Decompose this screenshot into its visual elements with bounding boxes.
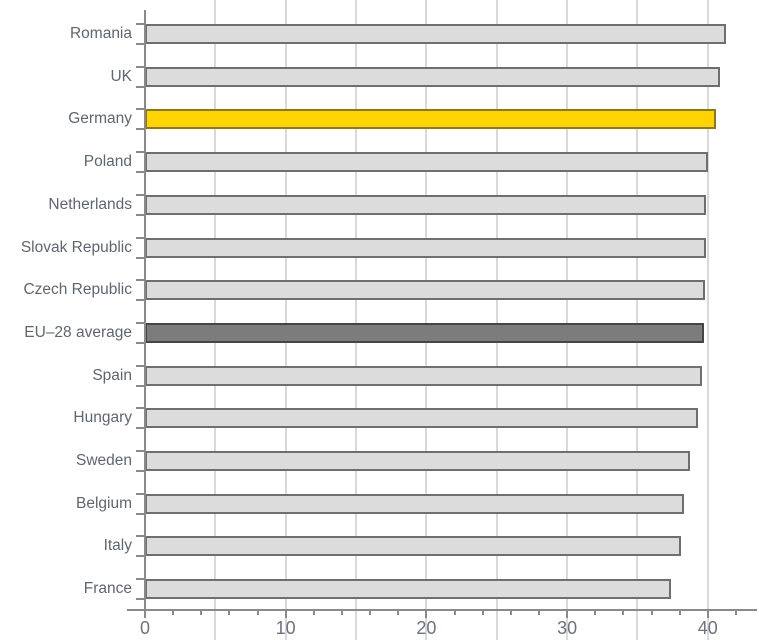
- category-tick-top-10: [136, 450, 145, 452]
- category-tick-top-13: [136, 578, 145, 581]
- category-label-7: EU–28 average: [24, 323, 132, 341]
- x-tick-minor-22: [453, 611, 456, 615]
- x-tick-minor-16: [369, 611, 372, 615]
- category-label-8: Spain: [92, 366, 132, 384]
- x-tick-minor-6: [228, 611, 231, 615]
- category-tick-bottom-1: [136, 85, 145, 88]
- category-tick-bottom-4: [136, 213, 145, 216]
- bar-0: [145, 24, 727, 44]
- category-tick-top-5: [136, 236, 145, 239]
- x-tick-minor-38: [678, 611, 681, 615]
- category-tick-bottom-11: [136, 512, 145, 515]
- gridline-20: [425, 0, 428, 640]
- x-axis-line: [127, 609, 757, 611]
- x-tick-minor-34: [622, 611, 625, 615]
- x-tick-minor-4: [200, 611, 203, 615]
- x-tick-minor-32: [594, 611, 597, 615]
- category-tick-bottom-9: [136, 427, 145, 430]
- category-label-11: Belgium: [76, 494, 132, 512]
- bar-13: [145, 579, 672, 600]
- bar-11: [145, 493, 684, 514]
- x-tick-label-20: 20: [416, 618, 437, 638]
- x-tick-label-30: 30: [557, 618, 578, 638]
- x-tick-minor-8: [256, 611, 259, 615]
- category-tick-bottom-5: [136, 256, 145, 259]
- category-tick-bottom-6: [136, 299, 145, 302]
- bar-5: [145, 237, 707, 258]
- gridline-5: [214, 0, 217, 640]
- x-tick-major-0: [144, 611, 146, 618]
- category-tick-bottom-0: [136, 43, 145, 45]
- x-tick-minor-24: [481, 611, 484, 615]
- category-tick-top-12: [136, 535, 145, 538]
- x-tick-minor-36: [650, 611, 653, 615]
- category-label-6: Czech Republic: [23, 281, 132, 299]
- category-tick-top-0: [136, 23, 145, 25]
- bar-1: [145, 66, 721, 87]
- bar-8: [145, 365, 703, 386]
- category-label-3: Poland: [83, 153, 132, 171]
- x-tick-label-10: 10: [275, 618, 296, 638]
- category-tick-top-7: [136, 321, 145, 324]
- category-tick-top-6: [136, 279, 145, 282]
- gridline-25: [495, 0, 498, 640]
- bar-6: [145, 280, 705, 301]
- gridline-35: [636, 0, 639, 640]
- category-tick-bottom-7: [136, 341, 145, 344]
- x-tick-minor-28: [537, 611, 540, 615]
- category-tick-bottom-12: [136, 555, 145, 558]
- category-tick-top-8: [136, 364, 145, 367]
- category-label-9: Hungary: [73, 409, 132, 427]
- bar-10: [145, 451, 690, 471]
- category-tick-top-3: [136, 151, 145, 154]
- category-tick-bottom-13: [136, 598, 145, 601]
- bar-9: [145, 408, 698, 429]
- category-tick-top-9: [136, 407, 145, 410]
- bar-3: [145, 152, 708, 173]
- x-tick-major-20: [425, 611, 428, 618]
- gridline-15: [355, 0, 358, 640]
- category-tick-top-11: [136, 492, 145, 495]
- x-tick-major-40: [706, 611, 709, 618]
- x-tick-label-0: 0: [139, 618, 150, 638]
- category-tick-top-1: [136, 65, 145, 68]
- category-label-12: Italy: [103, 537, 132, 555]
- category-tick-bottom-3: [136, 171, 145, 174]
- category-tick-bottom-2: [136, 128, 145, 131]
- bar-12: [145, 536, 682, 557]
- category-label-5: Slovak Republic: [20, 238, 132, 256]
- bar-4: [145, 194, 707, 215]
- x-tick-minor-2: [172, 611, 175, 615]
- x-tick-minor-12: [312, 611, 315, 615]
- bar-highlighted-2: [145, 109, 717, 130]
- category-tick-top-2: [136, 108, 145, 111]
- x-tick-minor-42: [734, 611, 737, 615]
- category-label-1: UK: [110, 67, 132, 85]
- gridline-30: [566, 0, 569, 640]
- category-tick-top-4: [136, 193, 145, 196]
- x-tick-minor-26: [509, 611, 512, 615]
- category-label-0: Romania: [69, 25, 132, 42]
- category-tick-bottom-10: [136, 470, 145, 472]
- category-tick-bottom-8: [136, 384, 145, 387]
- category-label-2: Germany: [68, 110, 132, 128]
- y-axis-line: [144, 10, 146, 611]
- gridline-40: [706, 0, 709, 640]
- x-tick-major-30: [566, 611, 569, 618]
- category-label-13: France: [83, 580, 132, 598]
- category-label-4: Netherlands: [48, 195, 132, 213]
- x-tick-label-40: 40: [697, 618, 718, 638]
- category-label-10: Sweden: [75, 452, 132, 469]
- bar-average-7: [145, 322, 704, 343]
- x-tick-major-10: [284, 611, 287, 618]
- gridline-10: [284, 0, 287, 640]
- x-tick-minor-18: [397, 611, 400, 615]
- x-tick-minor-14: [340, 611, 343, 615]
